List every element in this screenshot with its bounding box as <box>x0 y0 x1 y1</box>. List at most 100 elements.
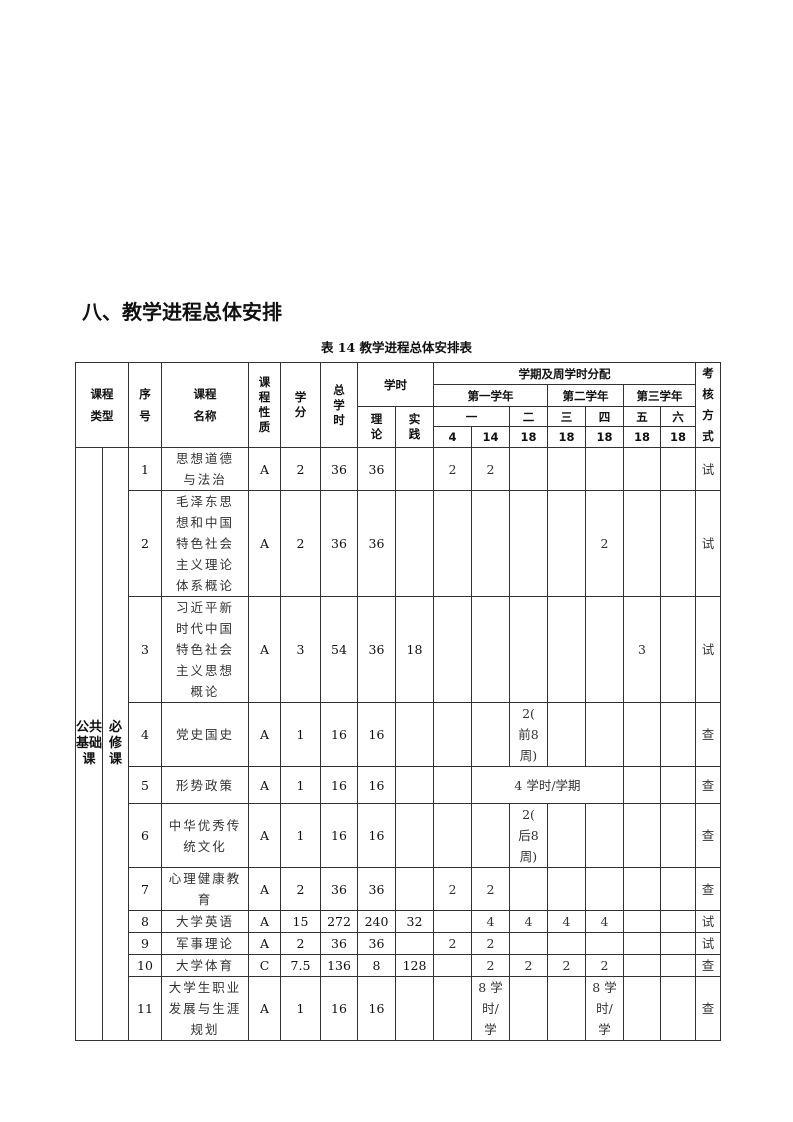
category-sub: 必修课 <box>102 447 129 1041</box>
nature-cell: A <box>248 867 281 911</box>
semester-cell <box>623 490 661 597</box>
header-total-hours: 总学时 <box>320 362 358 448</box>
course-name-cell: 形势政策 <box>161 766 249 804</box>
semester-cell <box>433 803 472 868</box>
semester-cell: 2 <box>471 932 510 955</box>
semester-cell <box>433 954 472 977</box>
header-weeks: 18 <box>623 426 661 448</box>
header-hours: 学时 <box>357 362 434 407</box>
course-name-cell: 心理健康教 育 <box>161 867 249 911</box>
table-body: 公共基础课 必修课 1 思想道德 与法治 A 2 36 36 2 2 试 2 毛泽东思 想和中国 特色社… <box>75 447 722 1041</box>
practice-cell <box>395 803 434 868</box>
semester-cell <box>659 766 697 804</box>
nature-cell: A <box>248 702 281 767</box>
semester-cell <box>509 596 548 703</box>
credit-cell: 2 <box>280 447 321 491</box>
semester-cell: 4 <box>547 910 586 933</box>
header-semester-5: 五 <box>623 406 661 427</box>
header-course-type: 课程 类型 <box>75 362 129 448</box>
table-row: 公共基础课 必修课 1 思想道德 与法治 A 2 36 36 2 2 试 <box>75 447 722 1041</box>
header-weeks: 18 <box>659 426 697 448</box>
table-row: 4 党史国史 A 1 16 16 2( 前8 周) 查 <box>76 702 722 767</box>
semester-cell <box>659 976 697 1041</box>
semester-cell: 4 <box>509 910 548 933</box>
semester-cell <box>509 976 548 1041</box>
exam-cell: 查 <box>695 766 722 804</box>
seq-cell: 4 <box>128 702 162 767</box>
semester-cell <box>623 867 661 911</box>
semester-cell: 2 <box>547 954 586 977</box>
total-hours-cell: 54 <box>320 596 358 703</box>
semester-cell: 2 <box>585 490 624 597</box>
header-weeks: 18 <box>509 426 548 448</box>
header-weeks: 14 <box>471 426 510 448</box>
semester-cell <box>433 596 472 703</box>
table-row: 6 中华优秀传 统文化 A 1 16 16 2( 后8 周) 查 <box>76 803 722 868</box>
nature-cell: A <box>248 910 281 933</box>
practice-cell <box>395 932 434 955</box>
exam-cell: 查 <box>695 954 722 977</box>
exam-cell: 试 <box>695 596 722 703</box>
header-practice: 实践 <box>395 406 434 448</box>
header-year-2: 第二学年 <box>547 384 624 407</box>
table-row: 9 军事理论 A 2 36 36 2 2 试 <box>76 932 722 955</box>
header-credit: 学分 <box>280 362 321 448</box>
table-row: 10 大学体育 C 7.5 136 8 128 2 2 2 2 查 <box>76 954 722 977</box>
semester-cell: 3 <box>623 596 661 703</box>
semester-cell: 8 学 时/ 学 <box>471 976 510 1041</box>
exam-cell: 查 <box>695 867 722 911</box>
semester-cell <box>659 490 697 597</box>
semester-cell <box>585 932 624 955</box>
semester-cell: 4 <box>585 910 624 933</box>
header-exam: 考核方式 <box>695 362 722 448</box>
semester-cell <box>585 803 624 868</box>
exam-cell: 查 <box>695 702 722 767</box>
header-nature: 课程性质 <box>248 362 281 448</box>
total-hours-cell: 36 <box>320 867 358 911</box>
exam-cell: 试 <box>695 490 722 597</box>
total-hours-cell: 16 <box>320 803 358 868</box>
semester-cell <box>659 803 697 868</box>
course-name-cell: 大学英语 <box>161 910 249 933</box>
seq-cell: 6 <box>128 803 162 868</box>
nature-cell: C <box>248 954 281 977</box>
table-row: 2 毛泽东思 想和中国 特色社会 主义理论 体系概论 A 2 36 36 2 试 <box>76 490 722 597</box>
theory-cell: 8 <box>357 954 396 977</box>
category-main: 公共基础课 <box>75 447 103 1041</box>
table-row: 3 习近平新 时代中国 特色社会 主义思想 概论 A 3 54 36 18 3 试 <box>76 596 722 703</box>
total-hours-cell: 36 <box>320 447 358 491</box>
semester-cell <box>471 596 510 703</box>
header-semester-dist: 学期及周学时分配 <box>432 362 697 385</box>
nature-cell: A <box>248 976 281 1041</box>
semester-cell <box>509 867 548 911</box>
header-seq: 序 号 <box>128 362 162 448</box>
course-name-cell: 思想道德 与法治 <box>161 447 249 491</box>
theory-cell: 36 <box>357 447 396 491</box>
semester-cell: 2 <box>471 447 510 491</box>
seq-cell: 5 <box>128 766 162 804</box>
table-row: 7 心理健康教 育 A 2 36 36 2 2 查 <box>76 867 722 911</box>
header-weeks: 4 <box>433 426 472 448</box>
semester-cell <box>659 954 697 977</box>
semester-cell <box>659 702 697 767</box>
semester-cell <box>547 867 586 911</box>
semester-cell <box>623 954 661 977</box>
semester-cell: 2 <box>471 954 510 977</box>
semester-cell <box>471 803 510 868</box>
semester-cell <box>659 596 697 703</box>
section-title: 八、教学进程总体安排 <box>82 300 282 324</box>
semester-cell <box>623 910 661 933</box>
credit-cell: 1 <box>280 976 321 1041</box>
semester-cell <box>509 447 548 491</box>
semester-cell <box>471 490 510 597</box>
seq-cell: 1 <box>128 447 162 491</box>
credit-cell: 2 <box>280 490 321 597</box>
semester-cell: 2 <box>509 954 548 977</box>
nature-cell: A <box>248 490 281 597</box>
exam-cell: 试 <box>695 932 722 955</box>
theory-cell: 36 <box>357 932 396 955</box>
semester-cell: 4 <box>471 910 510 933</box>
header-year-1: 第一学年 <box>433 384 548 407</box>
exam-cell: 试 <box>695 910 722 933</box>
